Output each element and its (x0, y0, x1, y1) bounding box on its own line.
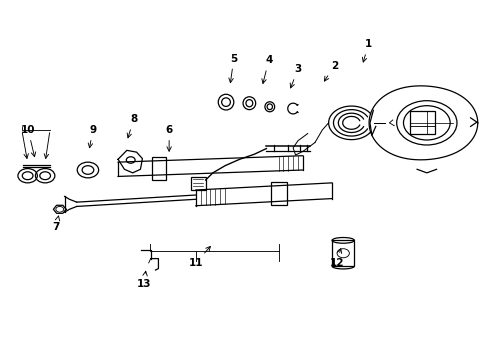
Text: 5: 5 (228, 54, 237, 83)
Text: 9: 9 (88, 125, 96, 148)
Text: 7: 7 (52, 216, 60, 232)
Text: 10: 10 (21, 125, 36, 157)
Bar (152, 157, 165, 180)
Text: 8: 8 (127, 114, 137, 138)
Bar (331, 240, 354, 266)
Bar (271, 183, 286, 205)
Text: 12: 12 (329, 249, 344, 268)
Text: 13: 13 (136, 271, 151, 289)
Text: 3: 3 (289, 64, 301, 88)
Text: 1: 1 (362, 39, 371, 62)
Text: 4: 4 (262, 55, 272, 84)
Bar (409, 111, 434, 134)
Text: 6: 6 (165, 125, 172, 151)
Bar (191, 177, 205, 190)
Text: 2: 2 (324, 61, 337, 81)
Text: 11: 11 (188, 247, 210, 268)
